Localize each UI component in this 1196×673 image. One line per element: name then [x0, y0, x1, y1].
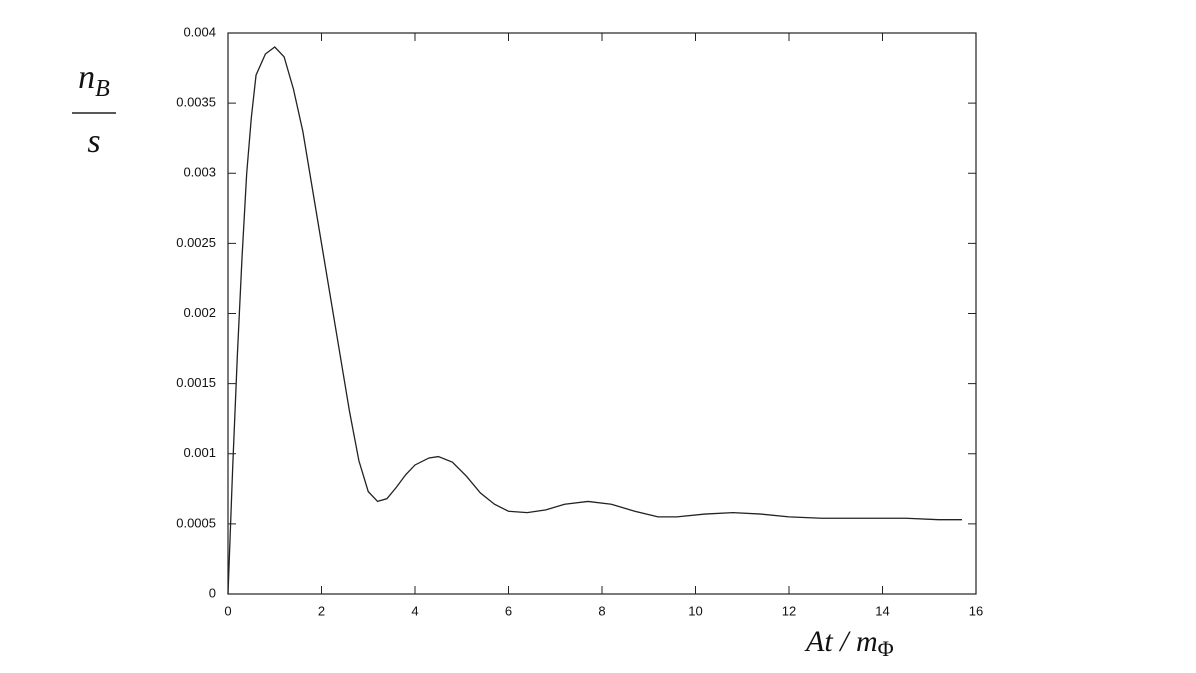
y-tick-label: 0.002 [183, 305, 216, 320]
y-tick-label: 0 [209, 585, 216, 600]
x-label: At / mΦ [804, 625, 894, 661]
y-tick-label: 0.0025 [176, 235, 216, 250]
y-tick-label: 0.001 [183, 445, 216, 460]
x-tick-label: 6 [505, 603, 512, 618]
y-label-top: n [78, 59, 95, 96]
plot-frame [227, 32, 977, 595]
x-tick-label: 12 [782, 603, 796, 618]
data-line [227, 46, 962, 595]
x-tick-label: 4 [411, 603, 418, 618]
y-tick-label: 0.0005 [176, 515, 216, 530]
y-tick-label: 0.0035 [176, 95, 216, 110]
x-tick-label: 10 [688, 603, 702, 618]
y-tick-label: 0.003 [183, 165, 216, 180]
x-tick-label: 8 [598, 603, 605, 618]
y-tick-label: 0.0015 [176, 375, 216, 390]
x-tick-label: 2 [318, 603, 325, 618]
y-label-bottom: s [87, 123, 100, 160]
y-label: nB [78, 59, 110, 102]
x-tick-label: 14 [875, 603, 889, 618]
x-label-main: At / m [804, 625, 878, 658]
x-tick-label: 16 [969, 603, 983, 618]
x-tick-label: 0 [224, 603, 231, 618]
x-label-sub: Φ [878, 636, 894, 661]
y-tick-label: 0.004 [183, 24, 216, 39]
y-label-sub: B [95, 76, 110, 102]
